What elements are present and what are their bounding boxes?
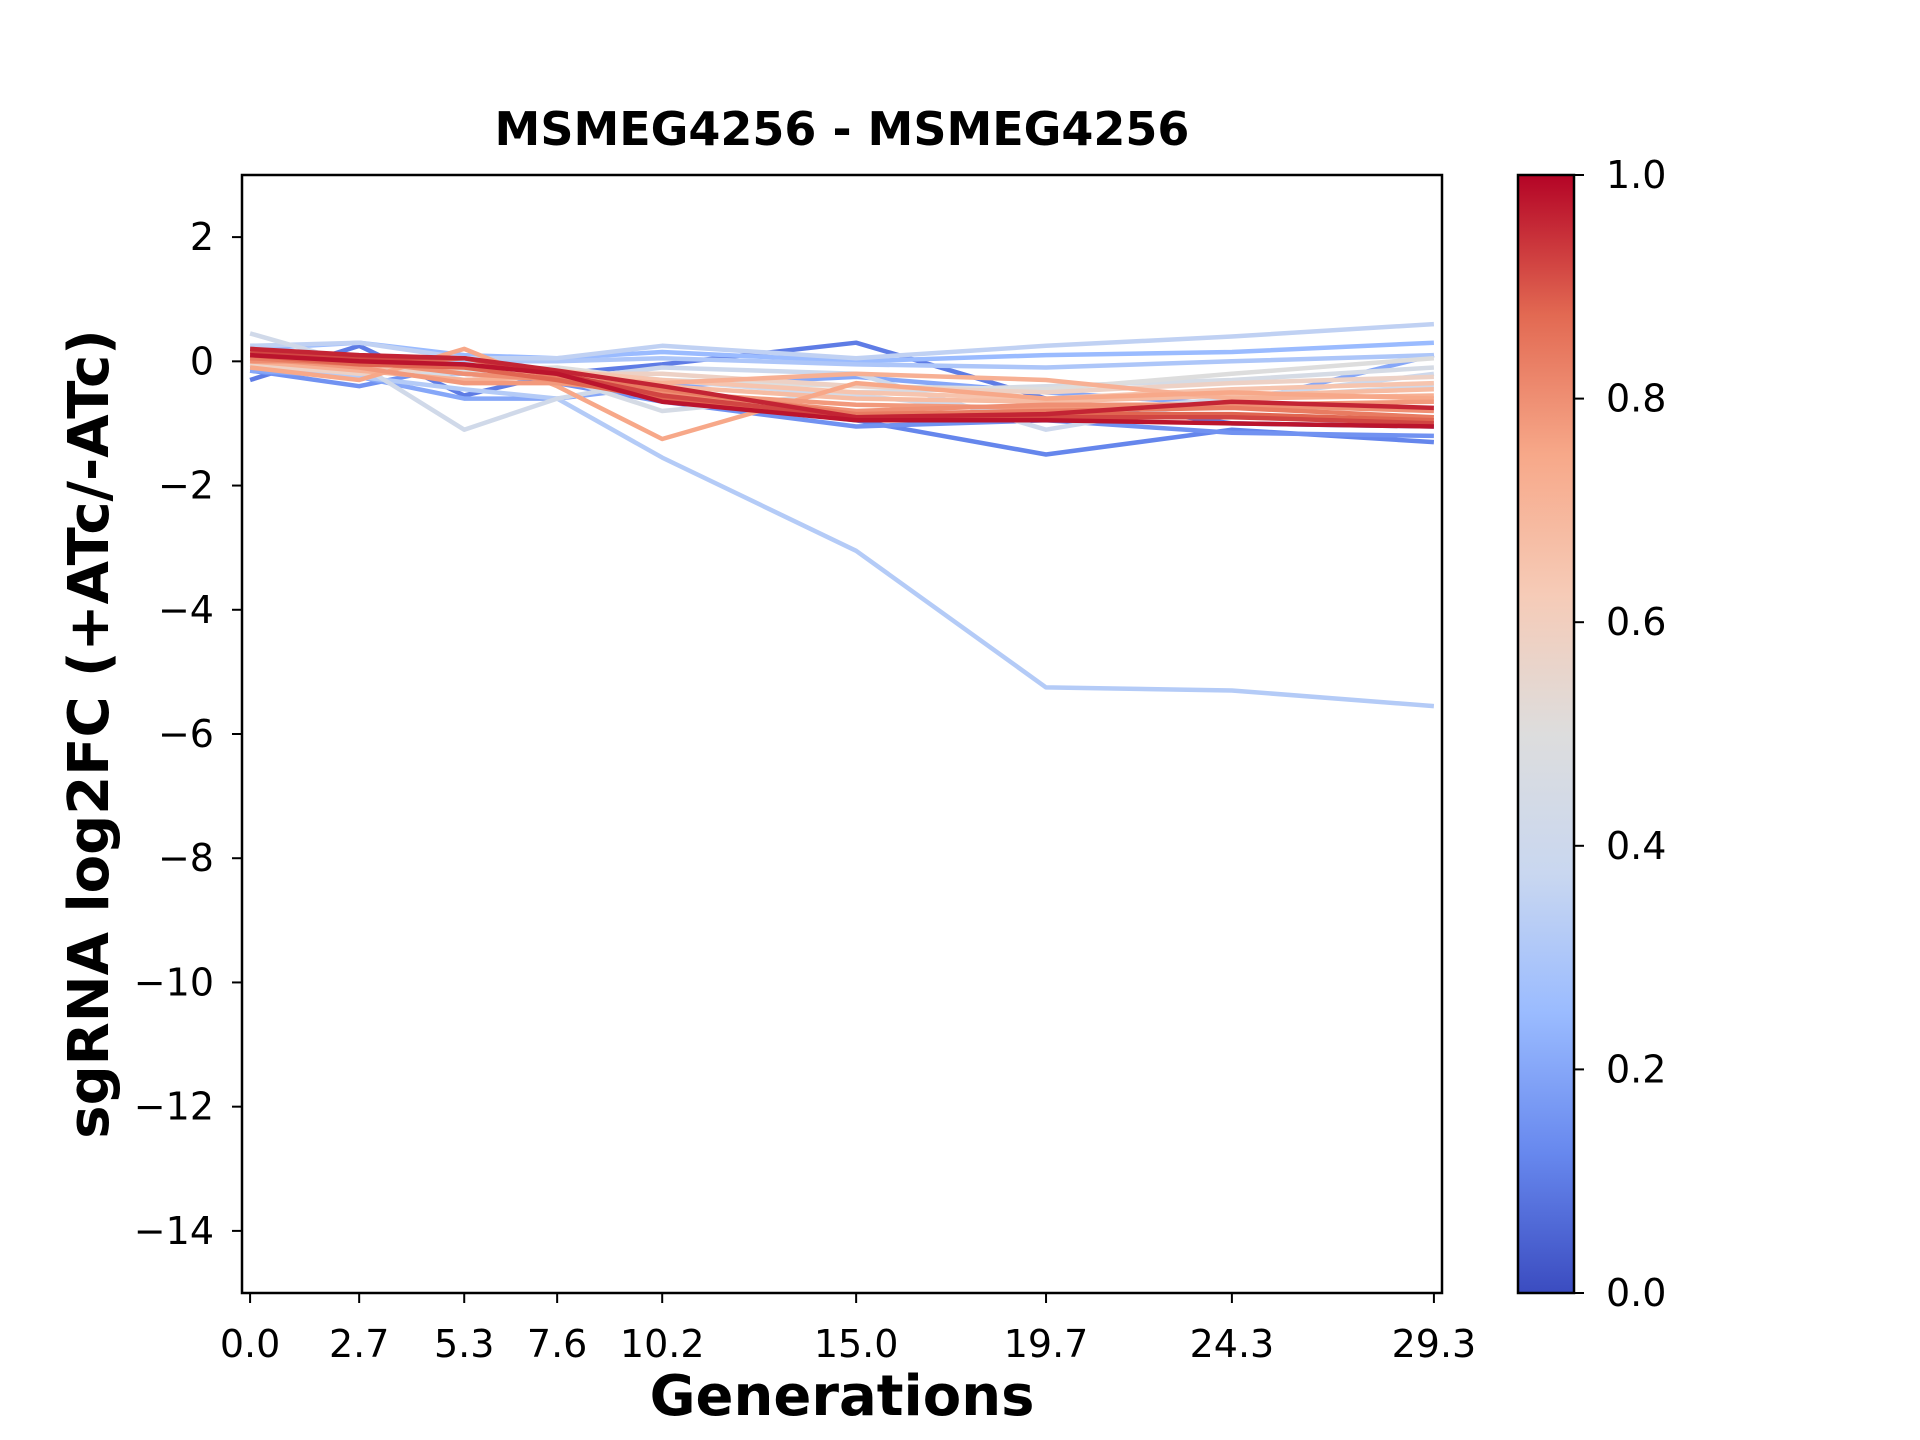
y-tick-label: 0: [190, 339, 214, 383]
x-tick-label: 5.3: [434, 1322, 494, 1366]
x-tick-label: 0.0: [220, 1322, 280, 1366]
colorbar-tick-label: 0.6: [1606, 600, 1666, 644]
x-tick-label: 15.0: [814, 1322, 899, 1366]
colorbar-tick-label: 1.0: [1606, 153, 1666, 197]
x-tick-label: 29.3: [1392, 1322, 1477, 1366]
y-tick-label: −14: [134, 1209, 214, 1253]
x-axis-label: Generations: [650, 1364, 1035, 1429]
series-layer: [249, 321, 1435, 709]
colorbar-tick-label: 0.8: [1606, 377, 1666, 421]
x-tick-label: 10.2: [620, 1322, 705, 1366]
x-tick-label: 19.7: [1004, 1322, 1089, 1366]
y-tick-label: −4: [158, 588, 214, 632]
series-line-21: [249, 352, 1434, 423]
colorbar-tick-label: 0.2: [1606, 1047, 1666, 1091]
y-tick-label: −2: [158, 464, 214, 508]
y-tick-label: −10: [134, 960, 214, 1004]
series-line-1: [249, 362, 1435, 709]
series-line-24: [249, 352, 1434, 429]
colorbar: [1518, 175, 1574, 1293]
x-axis: 0.0 2.7 5.3 7.6 10.2 15.0 19.7 24.3 29.3: [220, 1293, 1476, 1366]
series-line-23: [249, 346, 1434, 420]
series-line-17: [249, 346, 1434, 442]
y-tick-label: 2: [190, 215, 214, 259]
colorbar-frame: [1516, 173, 1576, 1295]
y-tick-label: −6: [158, 712, 214, 756]
colorbar-tick-label: 0.0: [1606, 1271, 1666, 1315]
y-axis: 2 0 −2 −4 −6 −8 −10 −12 −14: [134, 215, 242, 1253]
x-tick-label: 24.3: [1190, 1322, 1275, 1366]
x-tick-label: 7.6: [527, 1322, 587, 1366]
chart-title: MSMEG4256 - MSMEG4256: [495, 102, 1190, 156]
y-axis-label: sgRNA log2FC (+ATc/-ATc): [57, 329, 122, 1139]
y-tick-label: −8: [158, 836, 214, 880]
colorbar-axis: 0.0 0.2 0.4 0.6 0.8 1.0: [1574, 153, 1666, 1315]
y-tick-label: −12: [134, 1085, 214, 1129]
series-line-6: [250, 321, 1435, 361]
colorbar-tick-label: 0.4: [1606, 824, 1666, 868]
x-tick-label: 2.7: [329, 1322, 389, 1366]
